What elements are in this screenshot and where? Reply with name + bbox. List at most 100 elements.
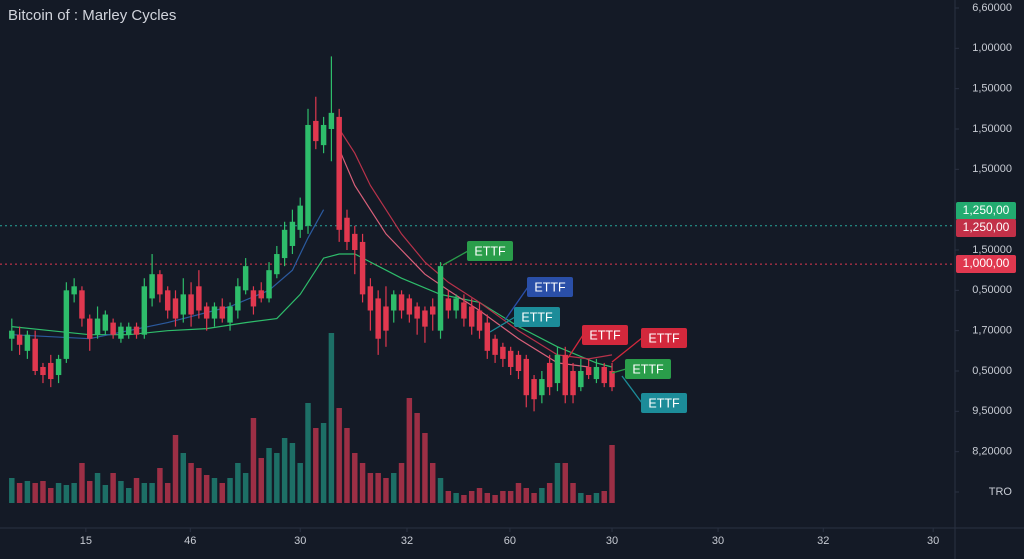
volume-bar (406, 398, 413, 503)
volume-bar (48, 488, 54, 503)
volume-bar (196, 468, 202, 503)
volume-bar (359, 463, 366, 503)
candle-body (274, 254, 280, 275)
candle-body (585, 366, 592, 376)
price-badge: 1,000,00 (956, 255, 1016, 273)
volume-bar (164, 483, 171, 503)
price-badge-label: 1,250,00 (963, 220, 1010, 234)
volume-bar (437, 478, 444, 503)
price-badge: 1,250,00 (956, 219, 1016, 237)
price-badge-box (956, 219, 1016, 237)
candle-body (492, 338, 498, 355)
annotation-pointer (442, 250, 469, 266)
candle-body (203, 306, 210, 319)
volume-bar (391, 473, 397, 503)
annotation-label: ETTF (589, 328, 621, 342)
candle-body (24, 334, 31, 351)
candle-body (539, 379, 545, 396)
candle-body (40, 366, 46, 376)
moving-average (11, 209, 325, 340)
annotation-pointer (489, 316, 516, 333)
volume-bar (40, 481, 46, 503)
candle-body (468, 306, 475, 327)
candle-body (359, 241, 366, 295)
candle-body (55, 358, 62, 376)
candle-body (48, 362, 54, 380)
price-badge: 1,250,00 (956, 202, 1016, 220)
candle-body (476, 310, 483, 331)
x-tick-label: 30 (606, 535, 618, 547)
candle-body (500, 346, 506, 359)
y-tick-label: TRO (989, 486, 1013, 498)
volume-bar (445, 491, 452, 503)
candle-body (141, 286, 148, 335)
y-tick-label: 0,50000 (972, 284, 1012, 296)
candle-body (235, 286, 241, 311)
volume-bar (336, 408, 342, 503)
annotation-box (514, 307, 560, 327)
candle-body (71, 286, 77, 295)
volume-bar (414, 413, 420, 503)
volume-bar (578, 493, 584, 503)
candle-body (445, 298, 452, 311)
volume-bar (219, 483, 225, 503)
volume-bar (546, 483, 553, 503)
candle-body (391, 294, 397, 311)
candle-body (383, 306, 389, 331)
candle-body (188, 294, 194, 315)
candle-body (578, 371, 584, 388)
annotation: ETTF (489, 307, 560, 333)
annotation: ETTF (611, 359, 671, 379)
candle-body (172, 298, 179, 319)
annotation-box (527, 277, 573, 297)
candle-body (484, 322, 491, 351)
annotation-label: ETTF (648, 396, 680, 410)
volume-bar (383, 478, 389, 503)
volume-bar (453, 493, 459, 503)
annotation: ETTF (442, 241, 513, 266)
candle-body (313, 120, 319, 142)
candle-body (87, 318, 93, 339)
volume-bar (484, 493, 491, 503)
annotation-pointer (611, 337, 643, 363)
volume-bar (180, 453, 187, 503)
candle-body (289, 221, 296, 246)
candle-body (593, 366, 600, 380)
annotation-box (467, 241, 513, 261)
candle-body (157, 274, 163, 295)
volume-bar (71, 483, 77, 503)
volume-bar (320, 423, 327, 503)
candle-body (507, 350, 514, 367)
volume-bar (531, 493, 537, 503)
candle-body (344, 217, 350, 242)
annotation: ETTF (504, 277, 573, 321)
annotation-pointer (504, 286, 529, 321)
price-badge-label: 1,000,00 (963, 256, 1010, 270)
volume-bar (500, 491, 506, 503)
y-tick-label: 1,70000 (972, 325, 1012, 337)
candle-body (110, 322, 116, 335)
volume-bar (476, 488, 483, 503)
volume-bar (609, 445, 615, 503)
candle-body (523, 358, 529, 396)
candle-body (250, 290, 257, 307)
candle-body (422, 310, 428, 327)
volume-bar (157, 468, 163, 503)
volume-bar (258, 458, 264, 503)
volume-bar (305, 403, 311, 503)
volume-bar (422, 433, 428, 503)
annotation-pointer (567, 334, 584, 359)
volume-bar (570, 483, 576, 503)
volume-bar (94, 473, 101, 503)
volume-bar (203, 475, 210, 503)
volume-bar (375, 473, 381, 503)
candle-body (554, 354, 561, 384)
volume-bar (227, 478, 233, 503)
volume-bar (141, 483, 148, 503)
volume-bar (242, 473, 249, 503)
annotation-box (625, 359, 671, 379)
volume-bar (515, 483, 522, 503)
candle-body (453, 298, 459, 311)
y-tick-label: 1,50000 (972, 83, 1012, 95)
